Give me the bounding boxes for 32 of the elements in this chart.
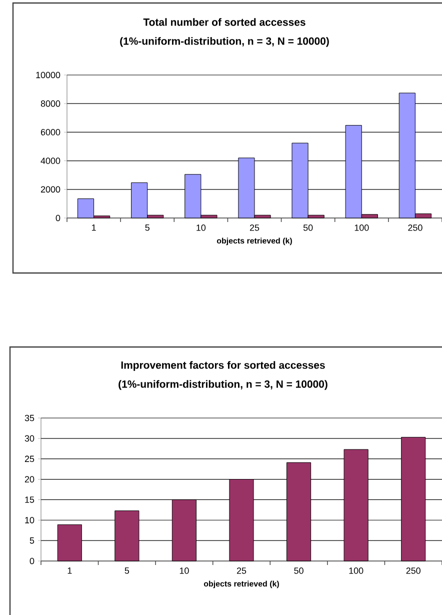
y-tick-label: 10000 <box>36 72 60 78</box>
y-tick-label: 15 <box>25 496 34 503</box>
y-tick-label: 10 <box>25 516 34 524</box>
x-tick-label: 25 <box>250 224 260 231</box>
y-tick-label: 30 <box>24 435 34 442</box>
x-tick-label: 1 <box>68 568 72 574</box>
y-tick-label: 20 <box>24 476 34 482</box>
x-tick-label: 10 <box>180 568 189 574</box>
x-tick-label: 250 <box>408 224 422 231</box>
x-tick-label: 25 <box>236 568 246 574</box>
y-tick-label: 0 <box>56 214 60 222</box>
chart-title: Improvement factors for sorted accesses <box>121 361 325 371</box>
x-tick-label: 5 <box>145 224 150 231</box>
chart-subtitle: (1%-uniform-distribution, n = 3, N = 10000) <box>120 37 329 47</box>
x-tick-label: 100 <box>354 224 369 231</box>
y-tick-label: 8000 <box>40 100 60 107</box>
x-tick-label: 1 <box>92 224 96 231</box>
y-tick-label: 5 <box>30 537 34 544</box>
x-tick-label: 250 <box>406 568 420 574</box>
x-tick-label: 5 <box>124 568 130 574</box>
y-tick-label: 4000 <box>40 158 60 164</box>
chart-title: Total number of sorted accesses <box>143 18 306 26</box>
x-tick-label: 100 <box>349 568 364 574</box>
x-tick-label: 50 <box>303 224 313 231</box>
y-tick-label: 2000 <box>40 186 60 193</box>
x-tick-label: 10 <box>196 224 206 231</box>
chart-subtitle: (1%-uniform-distribution, n = 3, N = 10000) <box>118 380 328 390</box>
y-tick-label: 35 <box>24 414 34 422</box>
x-tick-label: 50 <box>294 568 304 574</box>
y-tick-label: 0 <box>30 558 34 564</box>
y-tick-label: 25 <box>24 456 34 462</box>
y-tick-label: 6000 <box>40 129 60 136</box>
